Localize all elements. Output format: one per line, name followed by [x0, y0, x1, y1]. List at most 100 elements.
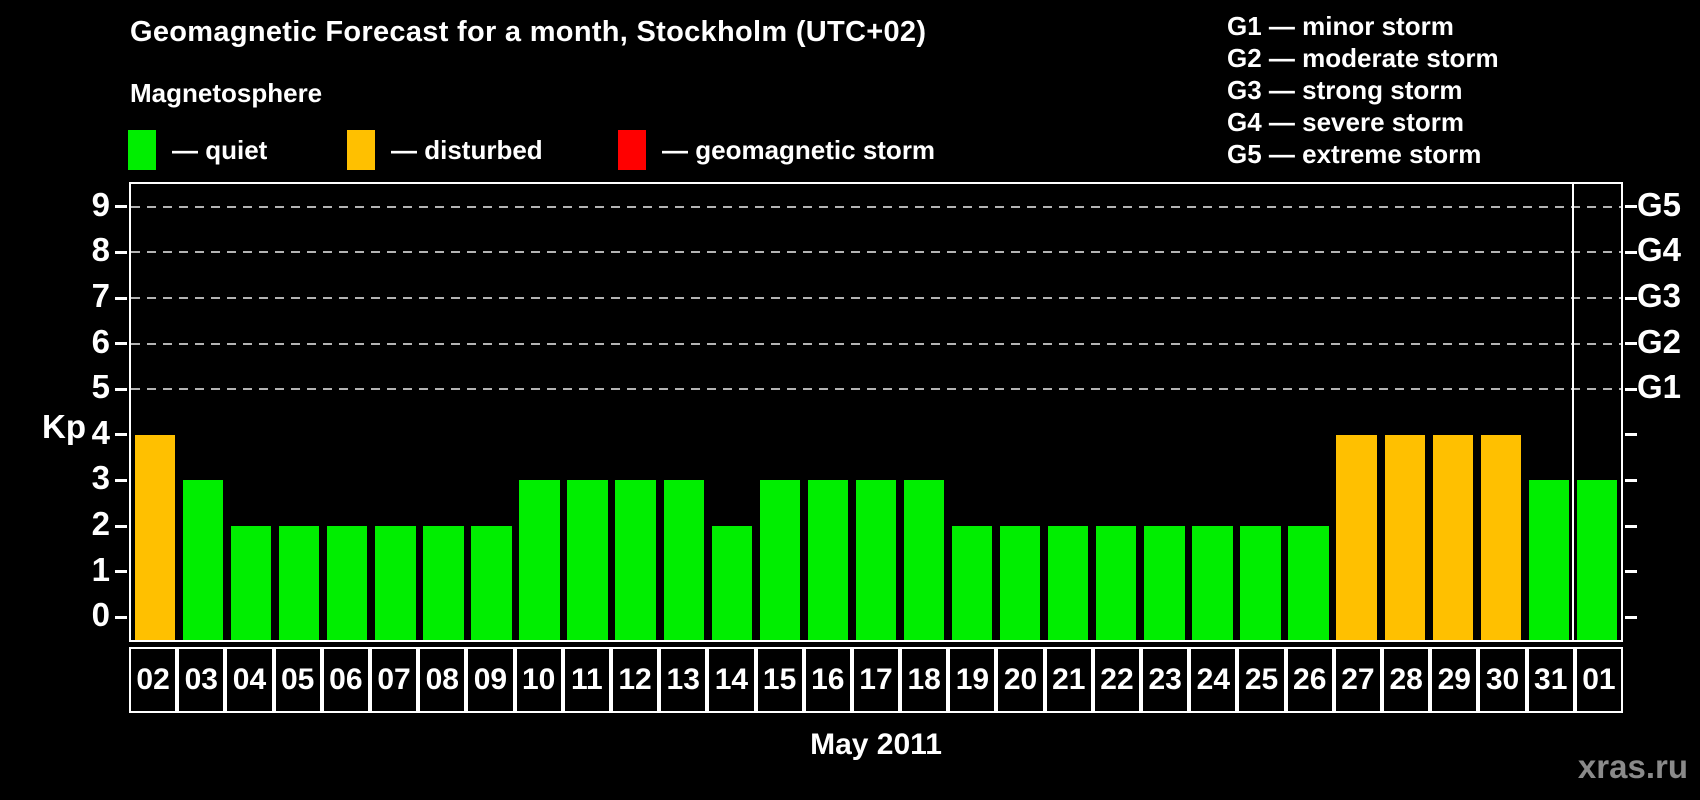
kp-bar-day-02 [134, 434, 176, 640]
kp-bar-day-10 [519, 480, 560, 640]
y-axis-title: Kp [42, 408, 86, 445]
day-label-cell-23: 23 [1141, 647, 1190, 713]
g3-legend-line: G3 — strong storm [1227, 75, 1463, 105]
g2-legend-line: G2 — moderate storm [1227, 43, 1499, 73]
kp-bar-day-21 [1048, 526, 1089, 640]
right-tick-kp2 [1625, 524, 1637, 528]
gridline-kp7 [131, 297, 1621, 299]
left-tick-kp7 [115, 296, 127, 300]
day-label-cell-22: 22 [1092, 647, 1142, 713]
page-title: Geomagnetic Forecast for a month, Stockh… [130, 16, 927, 48]
kp-bar-day-24 [1192, 526, 1233, 640]
day-label-cell-16: 16 [803, 647, 852, 713]
legend-item-quiet: — quiet [128, 128, 267, 172]
g-tick-label-g5: G5 [1637, 185, 1682, 223]
day-label-cell-10: 10 [514, 647, 563, 713]
month-boundary-line [1571, 184, 1574, 640]
right-tick-kp9 [1625, 205, 1637, 209]
kp-bar-day-03 [182, 480, 224, 640]
g4-legend-line: G4 — severe storm [1227, 107, 1465, 137]
quiet-color-swatch [128, 130, 156, 170]
left-tick-kp0 [115, 615, 127, 619]
left-tick-kp8 [115, 250, 127, 254]
legend-label-disturbed: — disturbed [391, 134, 543, 165]
g-tick-label-g2: G2 [1637, 322, 1682, 360]
left-tick-kp1 [115, 570, 127, 574]
kp-bar-day-18 [903, 480, 945, 640]
kp-bar-day-15 [759, 480, 801, 640]
plot-area [115, 182, 1637, 642]
right-tick-kp0 [1625, 615, 1637, 619]
kp-bar-day-29 [1432, 434, 1473, 640]
g5-legend-line: G5 — extreme storm [1227, 139, 1482, 169]
right-tick-kp1 [1625, 570, 1637, 574]
kp-bar-day-26 [1288, 526, 1329, 640]
day-label-cell-02: 02 [129, 647, 178, 713]
g-tick-label-g4: G4 [1637, 231, 1682, 269]
day-label-cell-12: 12 [610, 647, 660, 713]
y-tick-label-7: 7 [91, 277, 110, 314]
kp-bar-day-06 [327, 526, 368, 640]
kp-bar-day-31 [1528, 480, 1570, 640]
day-label-cell-17: 17 [851, 647, 901, 713]
day-label-cell-03: 03 [177, 647, 226, 713]
day-label-cell-14: 14 [707, 647, 756, 713]
kp-bar-day-05 [279, 526, 320, 640]
g1-legend-line: G1 — minor storm [1227, 11, 1454, 41]
kp-bar-day-22 [1096, 526, 1137, 640]
gridline-kp9 [131, 205, 1621, 208]
kp-bar-day-23 [1144, 526, 1185, 640]
day-label-cell-21: 21 [1044, 647, 1093, 713]
y-tick-label-4: 4 [91, 413, 110, 451]
day-label-cell-01: 01 [1574, 647, 1623, 713]
kp-bar-day-01 [1576, 480, 1618, 640]
kp-bar-day-14 [711, 526, 752, 640]
disturbed-color-swatch [347, 130, 375, 170]
day-label-cell-15: 15 [755, 647, 804, 713]
day-label-cell-29: 29 [1430, 647, 1479, 713]
left-tick-kp6 [115, 342, 127, 346]
day-label-cell-05: 05 [273, 647, 322, 713]
right-tick-kp8 [1625, 250, 1637, 254]
g-tick-label-g3: G3 [1637, 277, 1682, 314]
day-label-cell-04: 04 [225, 647, 274, 713]
y-tick-label-9: 9 [91, 185, 110, 223]
day-label-cell-08: 08 [418, 647, 467, 713]
kp-bar-day-09 [471, 526, 512, 640]
left-tick-kp5 [115, 387, 127, 391]
day-label-cell-28: 28 [1382, 647, 1431, 713]
magnetosphere-subtitle: Magnetosphere [130, 78, 323, 108]
kp-bar-day-28 [1384, 434, 1425, 640]
kp-bar-day-25 [1240, 526, 1281, 640]
legend-label-storm: — geomagnetic storm [662, 134, 936, 165]
legend-item-storm: — geomagnetic storm [618, 128, 935, 172]
left-tick-kp2 [115, 524, 127, 528]
gridline-kp6 [131, 342, 1621, 345]
day-label-cell-06: 06 [321, 647, 370, 713]
kp-bar-day-08 [423, 526, 464, 640]
kp-bar-day-11 [567, 480, 608, 640]
day-label-cell-11: 11 [562, 647, 611, 713]
gridline-kp8 [131, 251, 1621, 254]
day-label-cell-18: 18 [900, 647, 949, 713]
gridline-kp5 [131, 388, 1621, 391]
y-tick-label-5: 5 [91, 368, 110, 406]
left-tick-kp4 [115, 433, 127, 437]
day-label-cell-30: 30 [1478, 647, 1527, 713]
kp-bar-day-16 [807, 480, 849, 640]
day-label-cell-07: 07 [369, 647, 419, 713]
x-axis-title: May 2011 [810, 728, 942, 761]
day-label-cell-25: 25 [1237, 647, 1286, 713]
watermark: xras.ru [1577, 748, 1688, 785]
day-label-cell-19: 19 [948, 647, 997, 713]
y-tick-label-0: 0 [91, 596, 110, 634]
y-tick-label-2: 2 [91, 505, 110, 542]
g-scale-legend: G1 — minor storm G2 — moderate storm G3 … [1227, 10, 1499, 170]
y-tick-label-1: 1 [91, 550, 110, 588]
g-tick-label-g1: G1 [1637, 368, 1682, 406]
y-tick-label-6: 6 [91, 322, 110, 360]
legend-item-disturbed: — disturbed [347, 128, 543, 172]
day-label-cell-09: 09 [466, 647, 515, 713]
y-tick-label-8: 8 [91, 231, 110, 269]
